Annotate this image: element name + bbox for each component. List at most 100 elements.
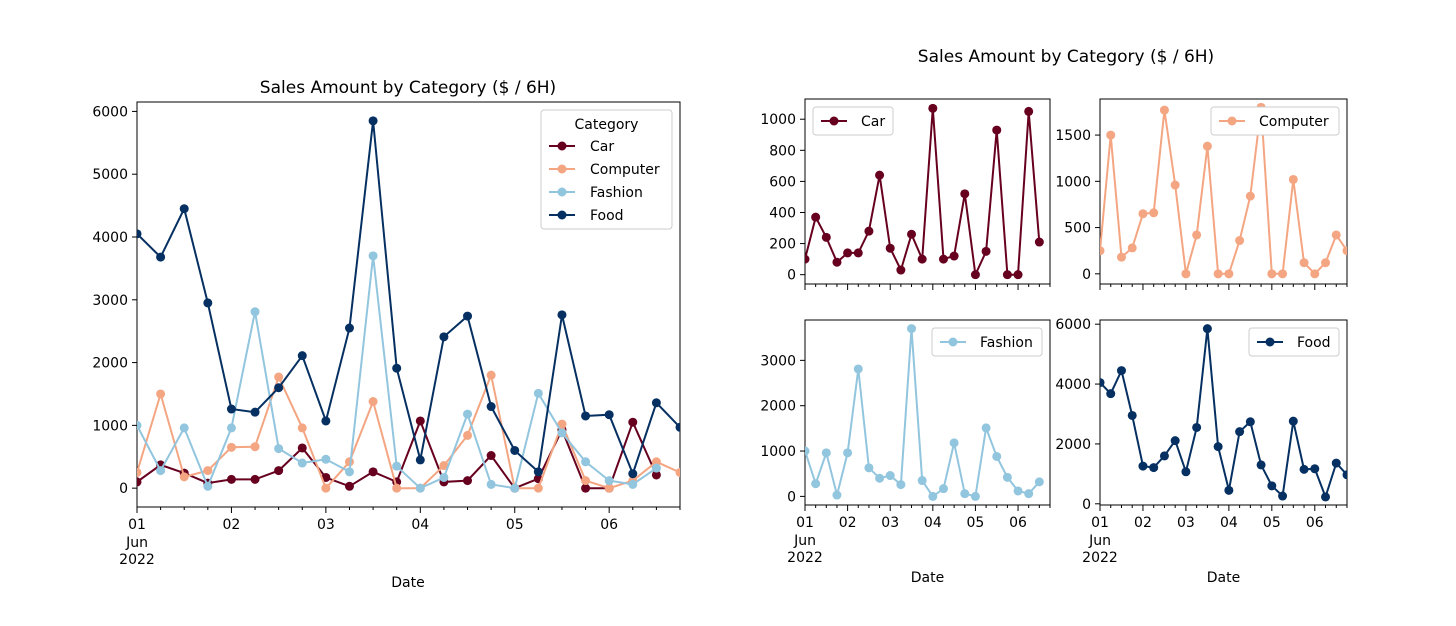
panel-y-tick-label: 2000 [1055, 437, 1091, 453]
panel-legend-label: Car [861, 114, 885, 130]
left-series-clip [137, 116, 680, 493]
data-point-car [368, 467, 378, 477]
left-chart-title: Sales Amount by Category ($ / 6H) [260, 78, 556, 98]
panel-point-fashion [843, 448, 853, 458]
panel-y-tick-label: 0 [1082, 267, 1091, 283]
data-point-food [137, 229, 142, 239]
data-point-computer [179, 472, 189, 482]
data-point-computer [463, 430, 473, 440]
panel-series-clip [805, 103, 1044, 280]
panel-y-tick-label: 1500 [1055, 128, 1091, 144]
panel-point-food [1299, 464, 1309, 474]
panel-legend-box [812, 106, 894, 136]
panel-point-food [1267, 481, 1277, 491]
panel-point-food [1149, 463, 1159, 473]
panel-point-fashion [949, 438, 959, 448]
panel-legend: Computer [1210, 106, 1340, 136]
data-point-food [226, 404, 236, 414]
data-point-car [486, 451, 496, 461]
data-point-food [510, 445, 520, 455]
panel-point-computer [1224, 269, 1234, 279]
panel-point-computer [1299, 258, 1309, 268]
panel-point-car [907, 229, 917, 239]
panel-legend: Food [1248, 327, 1340, 357]
data-point-computer [368, 397, 378, 407]
panel-point-food [1138, 461, 1148, 471]
panel-point-computer [1278, 269, 1288, 279]
left-x-tick-label: 01 [128, 517, 146, 533]
panel-point-food [1100, 378, 1105, 388]
left-legend-label: Fashion [590, 185, 643, 201]
panel-point-car [949, 251, 959, 261]
data-point-food [675, 422, 680, 432]
panel-point-food [1235, 427, 1245, 437]
data-point-computer [274, 372, 284, 382]
data-point-food [274, 383, 284, 393]
left-y-tick-label: 3000 [92, 293, 128, 309]
data-point-fashion [250, 307, 260, 317]
panel-point-car [1024, 106, 1034, 116]
panel-point-car [1034, 237, 1044, 247]
panel-point-car [821, 232, 831, 242]
panel-y-tick-label: 600 [769, 174, 796, 190]
data-point-computer [137, 467, 142, 477]
left-x-tick-sublabel: 2022 [119, 552, 155, 568]
left-legend: Category Car Computer Fashion Food [540, 109, 673, 230]
data-point-fashion [392, 461, 402, 471]
data-point-fashion [344, 467, 354, 477]
panel-point-computer [1106, 130, 1116, 140]
data-point-fashion [510, 483, 520, 493]
panel-point-fashion [853, 364, 863, 374]
left-legend-box [540, 109, 673, 230]
panel-y-tick-label: 1000 [1055, 174, 1091, 190]
left-legend-marker [557, 210, 567, 220]
panel-legend-box [1248, 327, 1340, 357]
data-point-fashion [274, 444, 284, 454]
panel-y-tick-label: 1000 [760, 112, 796, 128]
panel-series-clip [805, 324, 1044, 501]
panel-plot-area [804, 319, 1051, 506]
panel-x-tick-label: 06 [1009, 515, 1027, 531]
panel-x-tick-label: 02 [839, 515, 857, 531]
panel-point-fashion [864, 463, 874, 473]
data-point-car [628, 417, 638, 427]
panel-point-fashion [832, 490, 842, 500]
panel-point-fashion [1013, 486, 1023, 496]
panel-y-tick-label: 1000 [760, 444, 796, 460]
panel-point-car [970, 270, 980, 280]
panel-point-car [811, 212, 821, 222]
panel-point-computer [1245, 191, 1255, 201]
left-series-group [137, 116, 680, 493]
data-point-fashion [628, 479, 638, 489]
left-x-tick-label: 05 [506, 517, 524, 533]
panel-point-fashion [1002, 472, 1012, 482]
data-point-computer [321, 483, 331, 493]
panel-point-food [1159, 451, 1169, 461]
panel-y-tick-label: 800 [769, 143, 796, 159]
data-point-fashion [439, 472, 449, 482]
panel-point-fashion [1034, 477, 1044, 487]
panel-x-tick-sublabel: Jun [793, 533, 816, 549]
panel-x-axis-label: Date [911, 570, 944, 586]
panel-point-car [805, 254, 810, 264]
left-legend-marker [557, 164, 567, 174]
panel-point-food [1170, 436, 1180, 446]
data-point-food [415, 455, 425, 465]
panel-legend-label: Fashion [980, 335, 1033, 351]
data-point-car [651, 470, 661, 480]
panel-point-computer [1331, 230, 1341, 240]
panel-plot-area [804, 98, 1051, 285]
panel-point-food [1331, 458, 1341, 468]
data-point-computer [203, 466, 213, 476]
panel-point-food [1288, 416, 1298, 426]
left-x-tick-label: 03 [317, 517, 335, 533]
data-point-fashion [321, 454, 331, 464]
panel-point-computer [1100, 246, 1105, 256]
panel-point-car [1013, 270, 1023, 280]
panel-point-car [992, 125, 1002, 135]
panel-point-fashion [875, 473, 885, 483]
data-point-fashion [581, 457, 591, 467]
data-point-food [321, 416, 331, 426]
left-y-tick-label: 1000 [92, 418, 128, 434]
